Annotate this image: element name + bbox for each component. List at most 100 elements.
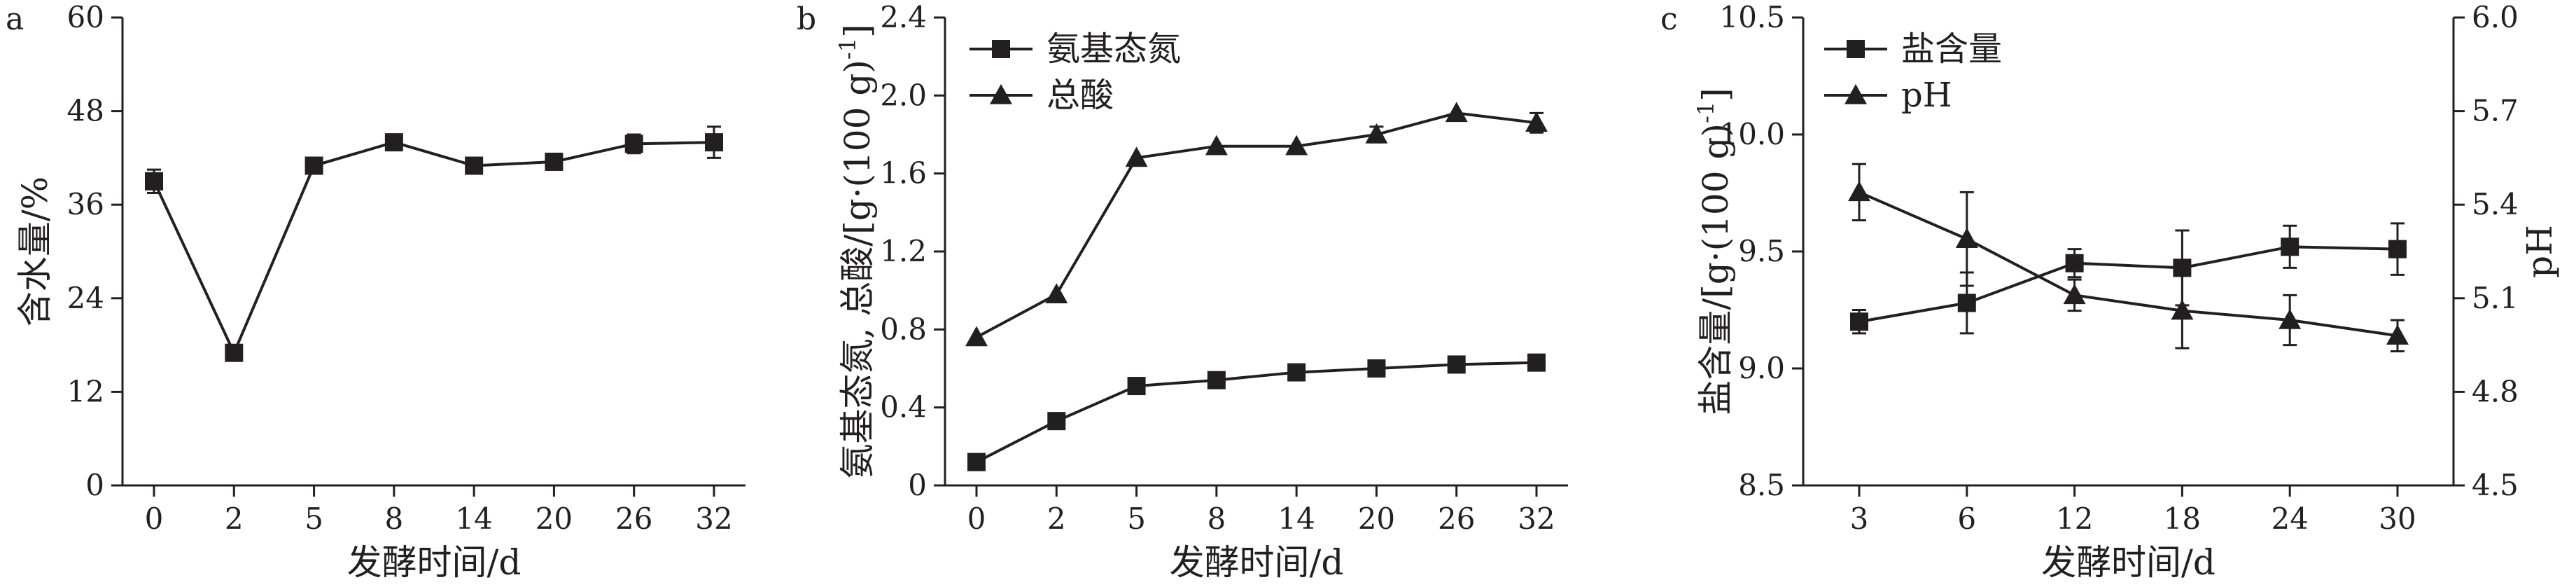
y-tick-label: 1.6	[880, 156, 927, 191]
panel-letter: a	[6, 1, 24, 37]
legend-label: 总酸	[1046, 76, 1114, 115]
data-point-square	[2065, 254, 2084, 272]
x-tick-label: 14	[455, 502, 492, 536]
y-tick-label: 9.0	[1738, 351, 1785, 385]
y-tick-label: 2.0	[880, 78, 927, 112]
data-point-triangle	[1285, 134, 1308, 156]
y-axis-label-main: 含水量/%	[15, 177, 55, 326]
panel-c: c 8.5 9.0 9.5 10.0 10.5 4.5 4.8 5.1 5.4 5.7 6.0 3 6 12…	[1660, 0, 2560, 583]
data-point-triangle	[2171, 299, 2194, 320]
series-1	[1848, 163, 2409, 353]
y-right-tick-label: 5.1	[2472, 281, 2519, 315]
data-point-square	[384, 133, 403, 152]
y-axis-label-main: 盐含量/[g·(100 g)	[1695, 123, 1736, 415]
y-tick-label: 36	[67, 187, 104, 221]
legend-label: pH	[1901, 76, 1952, 115]
data-point-square	[1447, 355, 1466, 374]
series-line	[976, 111, 1537, 339]
y-right-tick-label: 5.7	[2472, 94, 2519, 128]
x-tick-label: 8	[1207, 502, 1226, 536]
data-point-square	[1850, 312, 1868, 331]
data-point-triangle	[1445, 102, 1468, 123]
x-tick-label: 2	[225, 502, 244, 536]
panel-letter: b	[797, 1, 816, 37]
legend-label: 盐含量	[1901, 29, 2002, 69]
data-point-triangle	[1045, 283, 1068, 304]
x-tick-label: 8	[384, 502, 403, 536]
y-axis-right-label: pH	[2519, 225, 2560, 278]
series-line	[1858, 191, 2398, 338]
x-tick-label: 5	[304, 502, 323, 536]
data-point-triangle	[1125, 146, 1148, 167]
x-tick-label: 3	[1850, 502, 1869, 536]
panel-b: b 0 0.4 0.8 1.2 1.6 2.0 2.4 0 2 5 8 14 20 26 32 发酵时间/d 氨基…	[797, 0, 1568, 583]
y-axis-label-main: 氨基态氮, 总酸/[g·(100 g)	[837, 60, 878, 478]
x-tick-label: 32	[1518, 502, 1555, 536]
data-point-square	[1207, 371, 1226, 389]
data-point-triangle	[1205, 134, 1228, 156]
y-tick-label: 10.0	[1719, 117, 1785, 151]
panel-letter: c	[1660, 1, 1678, 37]
data-point-square	[1127, 377, 1146, 396]
x-axis-label: 发酵时间/d	[1170, 542, 1344, 583]
data-point-triangle	[1955, 228, 1978, 248]
y-tick-label: 1.2	[880, 234, 927, 268]
x-tick-label: 6	[1957, 502, 1976, 536]
data-point-square	[1047, 412, 1066, 431]
y-axis-label-sup: -1	[834, 38, 861, 60]
series-1	[965, 102, 1548, 347]
x-tick-label: 0	[145, 502, 164, 536]
x-tick-label: 30	[2379, 502, 2416, 536]
y-tick-label: 60	[67, 0, 104, 34]
y-axis-label-sup: -1	[1693, 102, 1719, 123]
x-axis-label: 发酵时间/d	[347, 542, 522, 583]
panel-a: a 0 12 24 36 48 60 0 2 5 8 14 20 26 32 发酵时间/d 含水量/%	[6, 0, 746, 583]
y-tick-label: 9.5	[1738, 234, 1785, 268]
data-point-square	[1287, 363, 1306, 382]
x-tick-label: 0	[967, 502, 986, 536]
legend-marker-square	[992, 40, 1010, 58]
y-axis-label-end: ]	[837, 24, 878, 38]
x-tick-label: 2	[1047, 502, 1066, 536]
series-0	[145, 125, 723, 362]
y-tick-label: 2.4	[880, 0, 927, 34]
x-tick-label: 12	[2056, 502, 2093, 536]
y-right-tick-label: 6.0	[2472, 0, 2519, 34]
data-point-triangle	[2063, 284, 2086, 305]
y-right-tick-label: 4.5	[2472, 468, 2519, 502]
x-tick-label: 14	[1278, 502, 1315, 536]
x-tick-label: 18	[2164, 502, 2201, 536]
data-point-square	[1957, 294, 1976, 312]
series-line	[1858, 245, 2398, 324]
x-tick-label: 5	[1127, 502, 1146, 536]
x-tick-label: 32	[695, 502, 732, 536]
y-tick-label: 12	[67, 374, 104, 408]
data-point-square	[304, 156, 323, 175]
data-point-square	[2388, 240, 2407, 258]
y-tick-label: 24	[67, 281, 104, 315]
y-tick-label: 0.8	[880, 312, 927, 346]
y-tick-label: 0	[908, 468, 927, 502]
y-axis-label: 氨基态氮, 总酸/[g·(100 g)-1]	[834, 24, 878, 478]
legend-label: 氨基态氮	[1046, 29, 1181, 69]
legend-marker-triangle	[1844, 84, 1867, 104]
series-line	[976, 361, 1537, 464]
data-point-square	[967, 453, 986, 471]
data-point-triangle	[1365, 123, 1388, 144]
data-point-triangle	[1848, 181, 1870, 202]
y-axis-label: 含水量/%	[15, 177, 55, 326]
series-0	[1850, 222, 2407, 335]
data-point-square	[225, 343, 244, 362]
data-point-square	[705, 133, 723, 152]
data-point-square	[145, 172, 163, 191]
legend-marker-triangle	[990, 84, 1012, 104]
data-point-square	[545, 152, 564, 171]
data-point-square	[2281, 237, 2300, 256]
data-point-square	[624, 134, 643, 153]
y-tick-label: 48	[67, 94, 104, 128]
y-axis-label-end: ]	[1695, 88, 1736, 102]
data-point-triangle	[2278, 308, 2302, 329]
data-point-triangle	[2386, 324, 2409, 345]
series-line	[153, 141, 715, 357]
